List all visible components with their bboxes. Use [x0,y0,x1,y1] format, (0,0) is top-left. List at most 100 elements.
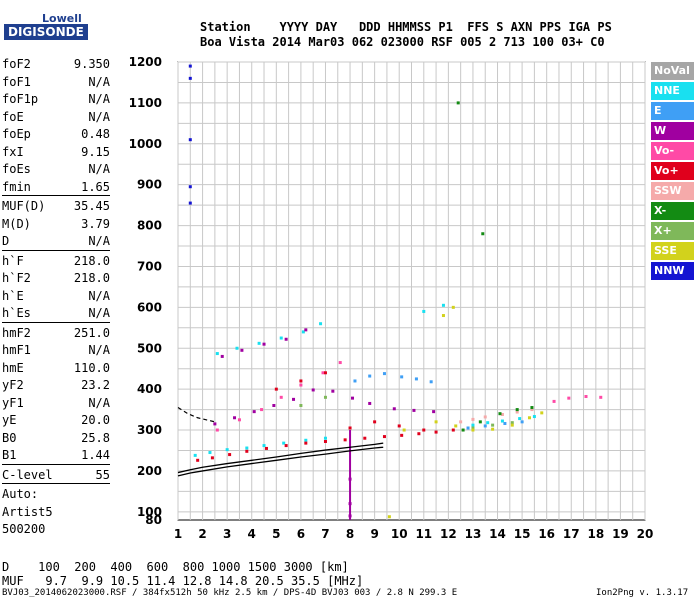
param-name: C-level [2,467,53,482]
data-point [392,407,396,411]
param-row: yE 20.0 [2,411,110,429]
data-point [422,309,426,313]
data-point [301,330,305,334]
y-tick-label: 700 [137,259,162,273]
y-tick-label: 900 [137,178,162,192]
legend-item: Vo+ [651,162,694,180]
muf-table-line2: MUF 9.7 9.9 10.5 11.4 12.8 14.8 20.5 35.… [2,574,364,588]
data-point [471,417,475,421]
data-point [599,395,603,399]
legend-item: Vo- [651,142,694,160]
data-point [402,428,406,432]
data-point [215,352,219,356]
y-tick-label: 100 [137,505,162,519]
data-point [471,423,475,427]
param-value: N/A [88,288,110,303]
data-point [282,441,286,445]
data-point [567,396,571,400]
param-separator [2,195,110,196]
param-name: h`Es [2,306,31,320]
x-tick-label: 7 [321,527,329,541]
param-row: foF1 N/A [2,73,110,91]
data-point [368,374,372,378]
param-row: yF1 N/A [2,394,110,412]
param-name: foF1 [2,74,31,89]
data-point [422,428,426,432]
header-line1: Station YYYY DAY DDD HHMMSS P1 FFS S AXN… [200,20,612,34]
data-point [483,424,487,428]
y-tick-label: 400 [137,382,162,396]
param-value: N/A [88,162,110,176]
x-tick-label: 15 [514,527,531,541]
param-row: MUF(D) 35.45 [2,197,110,215]
y-tick-label: 200 [137,464,162,478]
data-point [233,416,237,420]
x-tick-label: 12 [440,527,457,541]
profile-curve [177,442,384,474]
param-row: hmF2 251.0 [2,324,110,342]
param-name: yE [2,413,17,427]
data-point [397,424,401,428]
lowell-digisonde-logo: Lowell DIGISONDE [2,6,88,46]
x-tick-label: 14 [489,527,506,541]
param-value: N/A [88,92,110,106]
data-point [520,420,524,424]
data-point [245,446,249,450]
data-point [429,380,433,384]
x-tick-label: 4 [248,527,256,541]
legend-item: NNW [651,262,694,280]
data-point [284,444,288,448]
data-point [518,417,522,421]
data-point [451,428,455,432]
data-point [540,411,544,415]
param-value: 23.2 [81,378,110,392]
data-point [338,361,342,365]
data-point [323,371,327,375]
data-point [225,448,229,452]
data-point [466,426,470,430]
data-point [220,354,224,358]
muf-table: D 100 200 400 600 800 1000 1500 3000 [km… [2,560,363,588]
legend-item: NoVal [651,62,694,80]
param-name: Artist5 [2,504,53,519]
param-row: foF1p N/A [2,90,110,108]
param-row: fmin 1.65 [2,178,110,196]
param-row: 500200 [2,520,110,538]
x-tick-label: 2 [198,527,206,541]
param-separator [2,321,110,323]
param-name: foEs [2,162,31,176]
param-name: MUF(D) [2,199,46,213]
param-value: 20.0 [81,413,110,427]
x-tick-label: 19 [612,527,629,541]
data-point [284,337,288,341]
param-name: M(D) [2,216,31,231]
data-point [530,408,534,412]
param-name: Auto: [2,487,39,501]
data-point [387,515,391,519]
param-name: foE [2,109,24,124]
param-value: 9.350 [73,57,110,71]
x-tick-label: 1 [174,527,182,541]
data-point [500,419,504,423]
data-point [348,426,352,430]
param-name: h`E [2,288,24,303]
data-point [321,371,325,375]
legend-item: SSW [651,182,694,200]
legend-item: SSE [651,242,694,260]
param-name: hmF1 [2,343,31,357]
data-point [491,427,495,431]
x-tick-label: 16 [538,527,555,541]
param-row: yF2 23.2 [2,376,110,394]
data-point [319,322,323,326]
x-tick-label: 8 [346,527,354,541]
param-value: 0.48 [81,127,110,141]
param-name: B1 [2,448,17,462]
data-point [272,404,276,407]
param-separator [2,463,110,465]
param-row: B1 1.44 [2,446,110,464]
data-point [210,456,214,460]
legend-item: NNE [651,82,694,100]
param-value: N/A [88,109,110,124]
data-point [260,408,264,412]
